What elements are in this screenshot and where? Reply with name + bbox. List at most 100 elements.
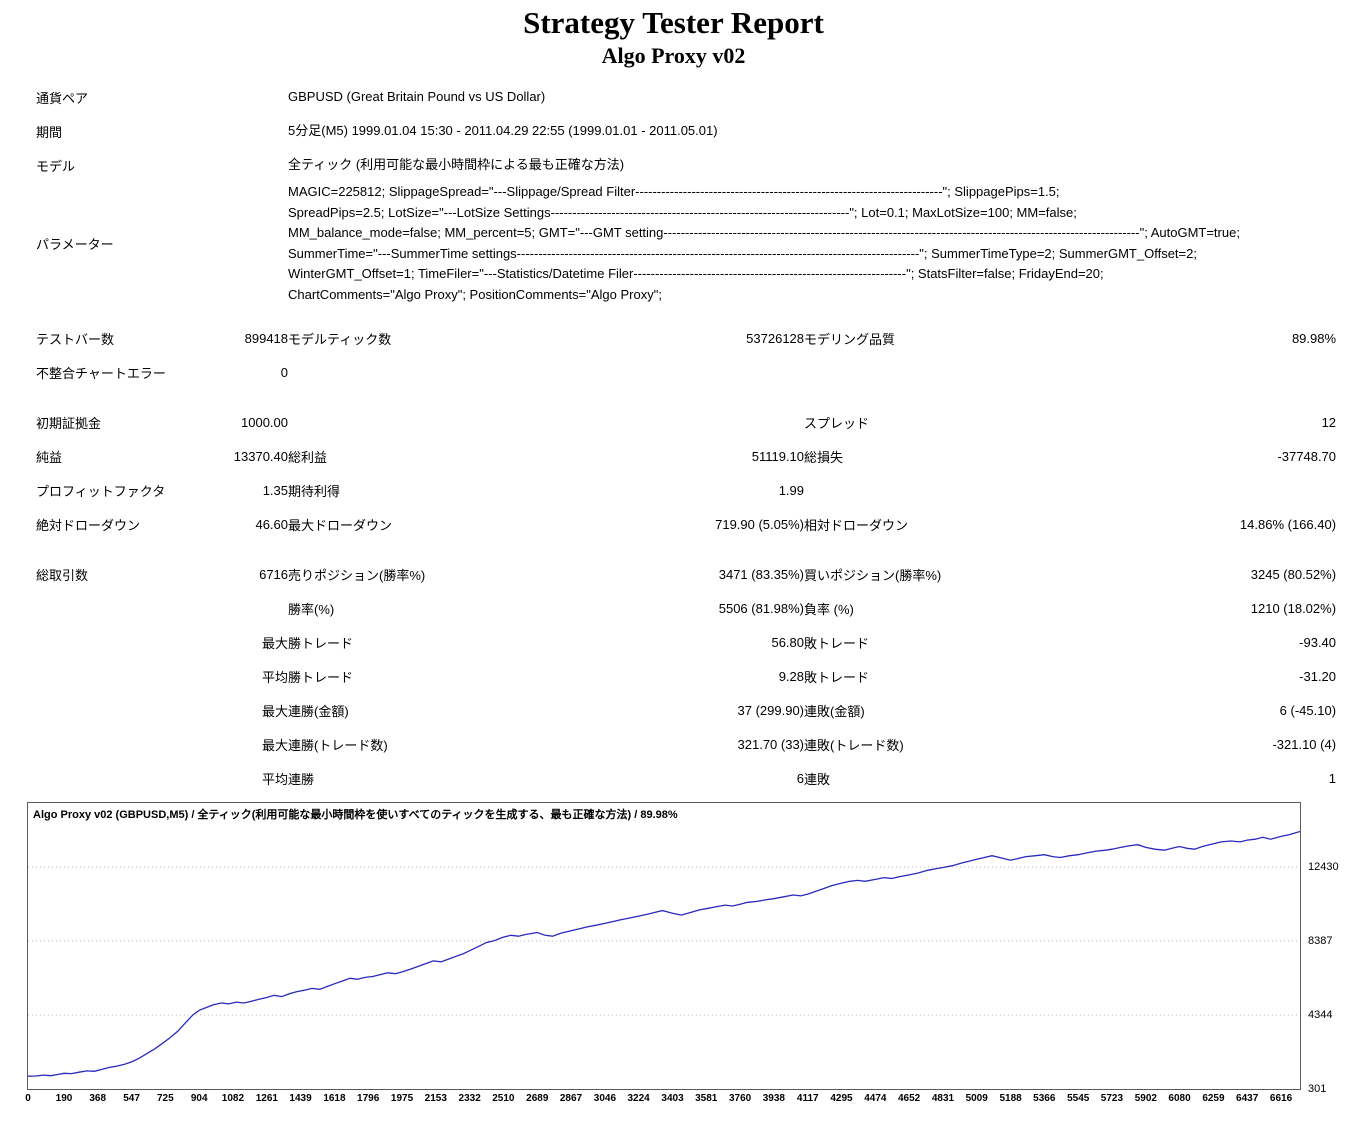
stat-label: 勝トレード bbox=[288, 669, 354, 685]
x-axis-tick-label: 6437 bbox=[1236, 1093, 1259, 1104]
stat-value: -321.10 (4) bbox=[1272, 736, 1337, 752]
stat-label: 負率 (%) bbox=[804, 601, 854, 617]
info-value: GBPUSD (Great Britain Pound vs US Dollar… bbox=[288, 80, 1336, 114]
report-row: 勝率(%) 5506 (81.98%) 負率 (%) 1210 (18.02%) bbox=[36, 591, 1336, 625]
stat-value: -93.40 bbox=[1299, 634, 1337, 650]
stat-value: 6 (-45.10) bbox=[1279, 702, 1337, 718]
stat-label: 勝トレード bbox=[288, 635, 354, 651]
stat-label: 連敗(金額) bbox=[804, 703, 865, 719]
stat-label: モデリング品質 bbox=[804, 331, 896, 347]
stat-label bbox=[36, 625, 221, 659]
stat-label: 勝率(%) bbox=[288, 601, 335, 617]
x-axis-tick-label: 5723 bbox=[1100, 1093, 1124, 1104]
report-table: 通貨ペア GBPUSD (Great Britain Pound vs US Do… bbox=[36, 80, 1336, 795]
x-axis-tick-label: 6616 bbox=[1269, 1093, 1293, 1104]
x-axis-tick-label: 6080 bbox=[1168, 1093, 1191, 1104]
page-title: Strategy Tester Report bbox=[523, 5, 824, 40]
info-label: 通貨ペア bbox=[36, 90, 89, 106]
stat-value: 最大 bbox=[262, 737, 289, 753]
x-axis-tick-label: 725 bbox=[156, 1093, 174, 1104]
stat-label: 絶対ドローダウン bbox=[36, 517, 141, 533]
x-axis-tick-label: 4117 bbox=[796, 1093, 819, 1104]
info-label: パラメーター bbox=[36, 237, 114, 252]
x-axis-tick-label: 1261 bbox=[255, 1093, 278, 1104]
stat-value bbox=[553, 405, 804, 439]
stat-label: 連敗(トレード数) bbox=[804, 737, 904, 753]
info-value-line: MM_balance_mode=false; MM_percent=5; GMT… bbox=[288, 225, 1240, 240]
stat-label: プロフィットファクタ bbox=[36, 483, 166, 499]
stat-label: 敗トレード bbox=[804, 635, 870, 651]
spacer-cell bbox=[36, 389, 1336, 405]
x-axis-tick-label: 1082 bbox=[221, 1093, 245, 1104]
stat-label: 相対ドローダウン bbox=[804, 517, 909, 533]
report-row: 最大 連勝(金額) 37 (299.90) 連敗(金額) 6 (-45.10) bbox=[36, 693, 1336, 727]
stat-value: 37 (299.90) bbox=[737, 702, 805, 718]
stat-label bbox=[288, 355, 553, 389]
y-axis-tick-label: 12430 bbox=[1308, 861, 1339, 873]
stat-value bbox=[553, 355, 804, 389]
stat-label: モデルティック数 bbox=[288, 331, 392, 347]
x-axis-tick-label: 1439 bbox=[289, 1093, 312, 1104]
report-row: 初期証拠金 1000.00 スプレッド 12 bbox=[36, 405, 1336, 439]
y-axis-tick-label: 301 bbox=[1308, 1083, 1327, 1095]
stat-label: 買いポジション(勝率%) bbox=[804, 567, 942, 583]
stat-value: 平均 bbox=[262, 669, 289, 685]
stat-value: 56.80 bbox=[771, 634, 805, 650]
stat-value: 最大 bbox=[262, 635, 289, 651]
stat-label: スプレッド bbox=[804, 415, 870, 431]
stat-label bbox=[36, 761, 221, 795]
x-axis-tick-label: 6259 bbox=[1202, 1093, 1225, 1104]
info-value-line: 5分足(M5) 1999.01.04 15:30 - 2011.04.29 22… bbox=[288, 122, 718, 138]
stat-label bbox=[36, 693, 221, 727]
page-subtitle: Algo Proxy v02 bbox=[601, 43, 746, 68]
report-row: 絶対ドローダウン 46.60 最大ドローダウン 719.90 (5.05%) 相対ドロー… bbox=[36, 507, 1336, 541]
stat-value: -37748.70 bbox=[1277, 448, 1337, 464]
stat-label bbox=[36, 591, 221, 625]
info-value: 5分足(M5) 1999.01.04 15:30 - 2011.04.29 22… bbox=[288, 114, 1336, 148]
stat-label: 不整合チャートエラー bbox=[36, 365, 166, 381]
report-row: 期間 5分足(M5) 1999.01.04 15:30 - 2011.04.29 … bbox=[36, 114, 1336, 148]
stat-label: 最大ドローダウン bbox=[288, 517, 393, 533]
info-label: モデル bbox=[36, 158, 76, 174]
equity-chart-svg bbox=[28, 830, 1300, 1077]
stat-label: 総取引数 bbox=[36, 567, 89, 583]
stat-label: 総利益 bbox=[288, 449, 328, 465]
equity-chart-plot-area: Algo Proxy v02 (GBPUSD,M5) / 全ティック(利用可能な… bbox=[27, 802, 1301, 1090]
x-axis-tick-label: 3760 bbox=[729, 1093, 752, 1104]
stat-value bbox=[1060, 473, 1336, 507]
stat-label: 敗トレード bbox=[804, 669, 870, 685]
info-value-line: SpreadPips=2.5; LotSize="---LotSize Sett… bbox=[288, 204, 1077, 220]
x-axis-tick-label: 2867 bbox=[559, 1093, 583, 1104]
stat-label bbox=[804, 473, 1060, 507]
stat-label: 初期証拠金 bbox=[36, 415, 102, 431]
spacer-cell bbox=[36, 541, 1336, 557]
x-axis-tick-label: 5902 bbox=[1134, 1093, 1157, 1104]
x-axis-tick-label: 547 bbox=[123, 1093, 140, 1104]
equity-chart: Algo Proxy v02 (GBPUSD,M5) / 全ティック(利用可能な… bbox=[25, 802, 1347, 1110]
stat-label bbox=[36, 659, 221, 693]
stat-label: 売りポジション(勝率%) bbox=[288, 567, 426, 583]
stat-label: 連敗 bbox=[804, 771, 831, 787]
stat-value: 3245 (80.52%) bbox=[1250, 566, 1337, 582]
stat-value: 最大 bbox=[262, 703, 289, 719]
y-axis-tick-label: 4344 bbox=[1308, 1009, 1333, 1021]
x-axis-tick-label: 3581 bbox=[695, 1093, 718, 1104]
stat-value: 53726128 bbox=[746, 330, 805, 346]
info-value-line: WinterGMT_Offset=1; TimeFiler="---Statis… bbox=[288, 266, 1104, 281]
info-value-line: 全ティック (利用可能な最小時間枠による最も正確な方法) bbox=[288, 156, 625, 172]
x-axis-tick-label: 5188 bbox=[999, 1093, 1022, 1104]
info-value-line: ChartComments="Algo Proxy"; PositionComm… bbox=[288, 286, 662, 302]
stat-label bbox=[36, 727, 221, 761]
x-axis-tick-label: 1796 bbox=[357, 1093, 380, 1104]
info-value-line: MAGIC=225812; SlippageSpread="---Slippag… bbox=[288, 184, 1060, 199]
report-row: プロフィットファクタ 1.35 期待利得 1.99 bbox=[36, 473, 1336, 507]
chart-caption: Algo Proxy v02 (GBPUSD,M5) / 全ティック(利用可能な… bbox=[33, 809, 678, 821]
stat-value: 719.90 (5.05%) bbox=[715, 516, 805, 532]
stat-value: 321.70 (33) bbox=[737, 736, 805, 752]
x-axis-tick-label: 3224 bbox=[627, 1093, 650, 1104]
report-row: テストバー数 899418 モデルティック数 53726128 モデリング品質 89.98… bbox=[36, 321, 1336, 355]
stat-label: テストバー数 bbox=[36, 331, 115, 347]
stat-value: -31.20 bbox=[1299, 668, 1337, 684]
x-axis-tick-label: 5366 bbox=[1033, 1093, 1056, 1104]
report-row: 最大 勝トレード 56.80 敗トレード -93.40 bbox=[36, 625, 1336, 659]
